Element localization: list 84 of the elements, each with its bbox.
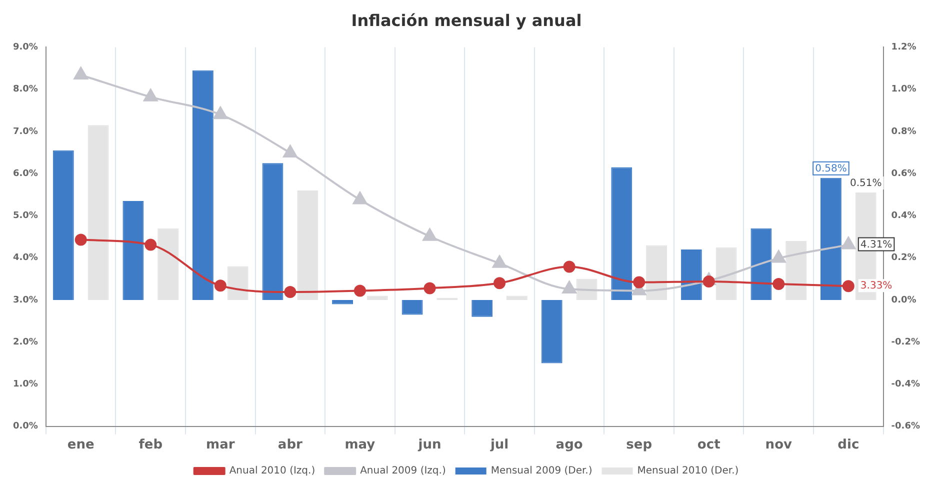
bar <box>820 178 842 300</box>
bar <box>52 150 74 300</box>
bar <box>716 247 737 300</box>
point <box>563 260 576 273</box>
point <box>74 234 87 246</box>
x-tick-label: ene <box>67 438 94 453</box>
data-label: 0.51% <box>850 178 882 190</box>
bar <box>192 70 214 300</box>
y-tick-label: 3.0% <box>12 295 38 306</box>
x-tick-label: oct <box>697 438 720 453</box>
chart-title: Inflación mensual y anual <box>351 10 582 30</box>
point <box>213 106 228 120</box>
point <box>424 282 436 294</box>
y2-tick-label: 1.2% <box>891 42 916 53</box>
y-tick-label: 7.0% <box>12 126 38 137</box>
x-tick-label: ago <box>556 438 583 453</box>
point <box>841 236 856 250</box>
y2-tick-label: -0.6% <box>891 422 920 432</box>
data-label: 0.58% <box>815 163 847 174</box>
point <box>842 280 854 292</box>
point <box>144 88 158 102</box>
point <box>562 281 576 294</box>
bar <box>297 190 318 300</box>
x-tick-label: sep <box>626 438 652 453</box>
x-tick-label: jul <box>489 438 509 453</box>
bar <box>750 228 772 300</box>
point <box>214 280 226 292</box>
x-tick-label: abr <box>278 438 304 453</box>
data-label: 4.31% <box>860 239 892 250</box>
point <box>284 286 296 298</box>
bar <box>541 300 562 364</box>
bar <box>332 300 353 304</box>
y2-tick-label: 0.2% <box>891 253 916 264</box>
point <box>283 144 298 158</box>
x-tick-label: may <box>344 438 376 453</box>
x-tick-label: mar <box>206 438 236 453</box>
x-tick-label: nov <box>765 438 792 453</box>
legend-label: Anual 2009 (Izq.) <box>360 466 446 477</box>
y2-tick-label: 1.0% <box>891 84 916 95</box>
point <box>772 250 786 263</box>
point <box>702 275 715 288</box>
y2-tick-label: -0.4% <box>891 380 920 390</box>
y-tick-label: 8.0% <box>12 84 38 95</box>
y2-tick-label: 0.6% <box>891 168 916 179</box>
point <box>354 284 366 297</box>
point <box>144 238 157 251</box>
point <box>352 192 368 204</box>
point <box>494 277 506 290</box>
data-label: 3.33% <box>860 280 892 292</box>
bar <box>611 167 632 300</box>
point <box>492 255 507 268</box>
y2-tick-label: -0.2% <box>891 337 920 348</box>
bar <box>158 228 179 300</box>
bar <box>227 266 248 300</box>
bar <box>402 300 423 315</box>
x-tick-label: dic <box>838 438 860 453</box>
point <box>422 228 437 241</box>
bar <box>680 249 702 300</box>
point <box>772 278 785 290</box>
y2-tick-label: 0.4% <box>891 211 916 222</box>
bar <box>88 125 109 300</box>
bar <box>262 163 284 300</box>
legend-label: Mensual 2010 (Der.) <box>637 466 739 477</box>
y-tick-label: 1.0% <box>12 380 38 390</box>
bar <box>472 300 493 317</box>
y2-tick-label: 0.8% <box>891 126 916 137</box>
point <box>633 276 646 288</box>
legend-label: Mensual 2009 (Der.) <box>490 466 592 477</box>
legend-label: Anual 2010 (Izq.) <box>229 466 316 477</box>
point <box>74 67 88 80</box>
bar <box>366 296 388 300</box>
y-tick-label: 6.0% <box>12 168 38 179</box>
bar <box>506 296 528 300</box>
bar <box>786 241 807 300</box>
y-tick-label: 5.0% <box>12 211 38 222</box>
y-tick-label: 4.0% <box>12 253 38 264</box>
bar <box>122 200 144 300</box>
y-tick-label: 9.0% <box>12 42 38 53</box>
y-tick-label: 0.0% <box>12 422 38 432</box>
bar <box>646 245 667 300</box>
x-tick-label: jun <box>417 438 442 453</box>
y-tick-label: 2.0% <box>12 337 38 348</box>
y2-tick-label: 0.0% <box>891 295 916 306</box>
x-tick-label: feb <box>138 438 163 453</box>
